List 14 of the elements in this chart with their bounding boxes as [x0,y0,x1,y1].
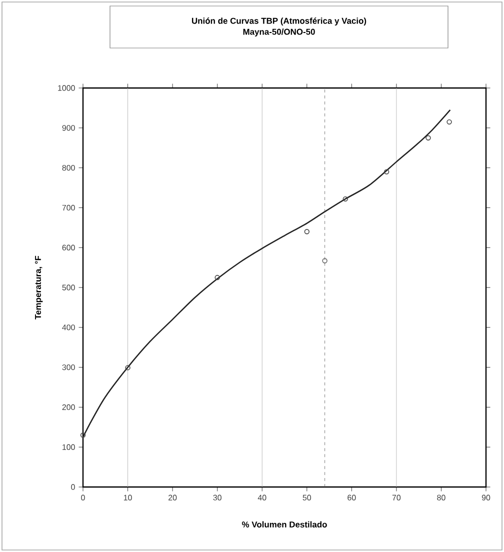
y-axis-title: Temperatura, °F [35,256,43,320]
point [80,432,86,438]
chart-subtitle: Mayna-50/ONO-50 [243,28,315,36]
point [426,135,431,140]
point [125,365,130,370]
x-axis-title: % Volumen Destilado [242,521,327,528]
point [214,274,220,280]
point [322,258,328,264]
point [446,119,452,124]
point [384,169,390,174]
point [342,196,348,202]
line-series [82,109,451,438]
point [304,229,310,234]
chart-title: Unión de Curvas TBP (Atmosférica y Vacio) [192,18,366,26]
